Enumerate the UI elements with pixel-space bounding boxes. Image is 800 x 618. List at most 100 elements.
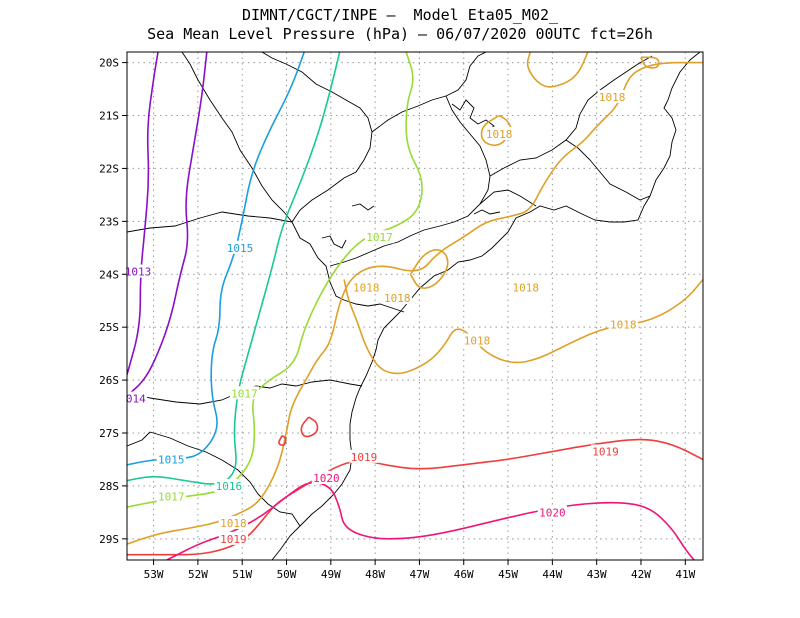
isobar-label: 1017 xyxy=(366,231,393,244)
isobar-labels: 1013 014 1015 1015 1016 1017 1017 1017 1018 1018 1… xyxy=(123,89,638,546)
isobar-label-bg xyxy=(311,470,341,484)
isobar-label: 1015 xyxy=(158,453,185,466)
chart-title-line-1: DIMNT/CGCT/INPE – Model Eta05_M02_ xyxy=(241,6,559,24)
isobar-label-bg xyxy=(124,391,148,405)
isobar-label-bg xyxy=(597,89,627,103)
isobar-label: 1019 xyxy=(592,446,619,459)
x-tick-label: 50W xyxy=(277,568,297,581)
isobar-1014 xyxy=(127,52,208,397)
x-tick-label: 44W xyxy=(542,568,562,581)
x-tick-label: 47W xyxy=(409,568,429,581)
isobar-label-bg xyxy=(484,127,514,141)
isobar-label: 1018 xyxy=(220,517,247,530)
y-tick-label: 29S xyxy=(99,533,119,546)
plot-frame xyxy=(126,51,704,561)
isobar-label: 1018 xyxy=(513,281,540,294)
reservoir xyxy=(351,203,375,211)
isobar-1013 xyxy=(127,52,159,376)
x-tick-label: 45W xyxy=(498,568,518,581)
isobar-label: 1013 xyxy=(125,266,152,279)
isobar-label-bg xyxy=(225,240,255,254)
isobar-label-bg xyxy=(349,449,379,463)
isobar-label: 014 xyxy=(126,393,146,406)
state-border xyxy=(181,52,293,223)
state-border xyxy=(127,431,151,447)
isobar-label-bg xyxy=(229,386,260,400)
x-tick-label: 53W xyxy=(144,568,164,581)
isobar-label-bg xyxy=(511,280,541,294)
reservoir xyxy=(473,209,501,215)
state-border xyxy=(479,189,537,207)
state-border xyxy=(371,52,487,133)
isobar-1018 xyxy=(640,56,660,69)
isobar-label-bg xyxy=(608,317,638,331)
state-border xyxy=(565,139,651,201)
isobar-label-bg xyxy=(156,489,186,503)
isobar-label-bg xyxy=(214,478,244,492)
isobar-contours xyxy=(127,52,703,560)
isobar-label: 1019 xyxy=(351,451,378,464)
state-border xyxy=(149,431,301,527)
state-border xyxy=(329,95,491,267)
y-tick-label: 24S xyxy=(99,268,119,281)
state-border xyxy=(489,55,653,177)
isobar-label-bg xyxy=(462,333,492,347)
y-tick-label: 23S xyxy=(99,215,119,228)
isobar-label-bg xyxy=(382,291,412,305)
isobar-1016 xyxy=(127,52,341,485)
reservoir xyxy=(451,99,495,133)
isobar-label: 1018 xyxy=(384,292,411,305)
isobar-label: 1015 xyxy=(227,242,254,255)
y-tick-label: 21S xyxy=(99,110,119,123)
y-tick-label: 27S xyxy=(99,427,119,440)
isobar-1018 xyxy=(343,278,703,375)
isobar-1015 xyxy=(127,52,305,466)
y-tick-label: 25S xyxy=(99,321,119,334)
y-tick-label: 22S xyxy=(99,162,119,175)
isobar-label: 1016 xyxy=(216,480,243,493)
y-tick-label: 20S xyxy=(99,57,119,70)
axes: 53W 52W 51W 50W 49W 48W 47W 46W 45W 44W 43W 42W 41W 2… xyxy=(99,51,704,581)
x-tick-label: 49W xyxy=(321,568,341,581)
isobar-label: 1018 xyxy=(610,319,637,332)
isobar-label: 1020 xyxy=(539,506,566,519)
isobar-1018 xyxy=(480,114,512,147)
isobar-1019 xyxy=(300,416,319,438)
isobar-label: 1019 xyxy=(220,533,247,546)
isobar-label-bg xyxy=(351,280,381,294)
isobar-label-bg xyxy=(156,452,186,466)
x-tick-label: 41W xyxy=(675,568,695,581)
isobar-label-bg xyxy=(123,264,153,278)
isobar-1020 xyxy=(166,481,695,560)
isobar-1018 xyxy=(409,248,449,289)
isobar-label-bg xyxy=(218,515,248,529)
isobar-1019 xyxy=(278,434,287,447)
isobar-1018 xyxy=(127,61,703,545)
isobar-label: 1017 xyxy=(231,387,258,400)
state-border xyxy=(261,52,373,223)
x-tick-label: 52W xyxy=(188,568,208,581)
y-tick-label: 28S xyxy=(99,480,119,493)
x-tick-label: 42W xyxy=(631,568,651,581)
isobar-label: 1018 xyxy=(464,334,491,347)
state-border xyxy=(127,379,363,405)
isobar-1018 xyxy=(526,52,589,88)
y-tick-label: 26S xyxy=(99,374,119,387)
x-tick-label: 48W xyxy=(365,568,385,581)
isobar-label: 1018 xyxy=(599,91,626,104)
isobar-label: 1017 xyxy=(158,491,185,504)
chart-title-line-2: Sea Mean Level Pressure (hPa) – 06/07/20… xyxy=(147,25,653,43)
x-tick-label: 51W xyxy=(232,568,252,581)
x-tick-label: 43W xyxy=(587,568,607,581)
isobar-label-bg xyxy=(590,444,621,458)
isobar-label: 1018 xyxy=(486,128,513,141)
isobar-label: 1018 xyxy=(353,281,380,294)
isobar-label-bg xyxy=(218,531,248,545)
chart-title: DIMNT/CGCT/INPE – Model Eta05_M02_ Sea M… xyxy=(0,6,800,44)
reservoir xyxy=(321,235,347,249)
x-tick-label: 46W xyxy=(454,568,474,581)
isobar-label-bg xyxy=(364,230,395,244)
state-border xyxy=(127,211,405,313)
isobar-label: 1020 xyxy=(313,472,340,485)
